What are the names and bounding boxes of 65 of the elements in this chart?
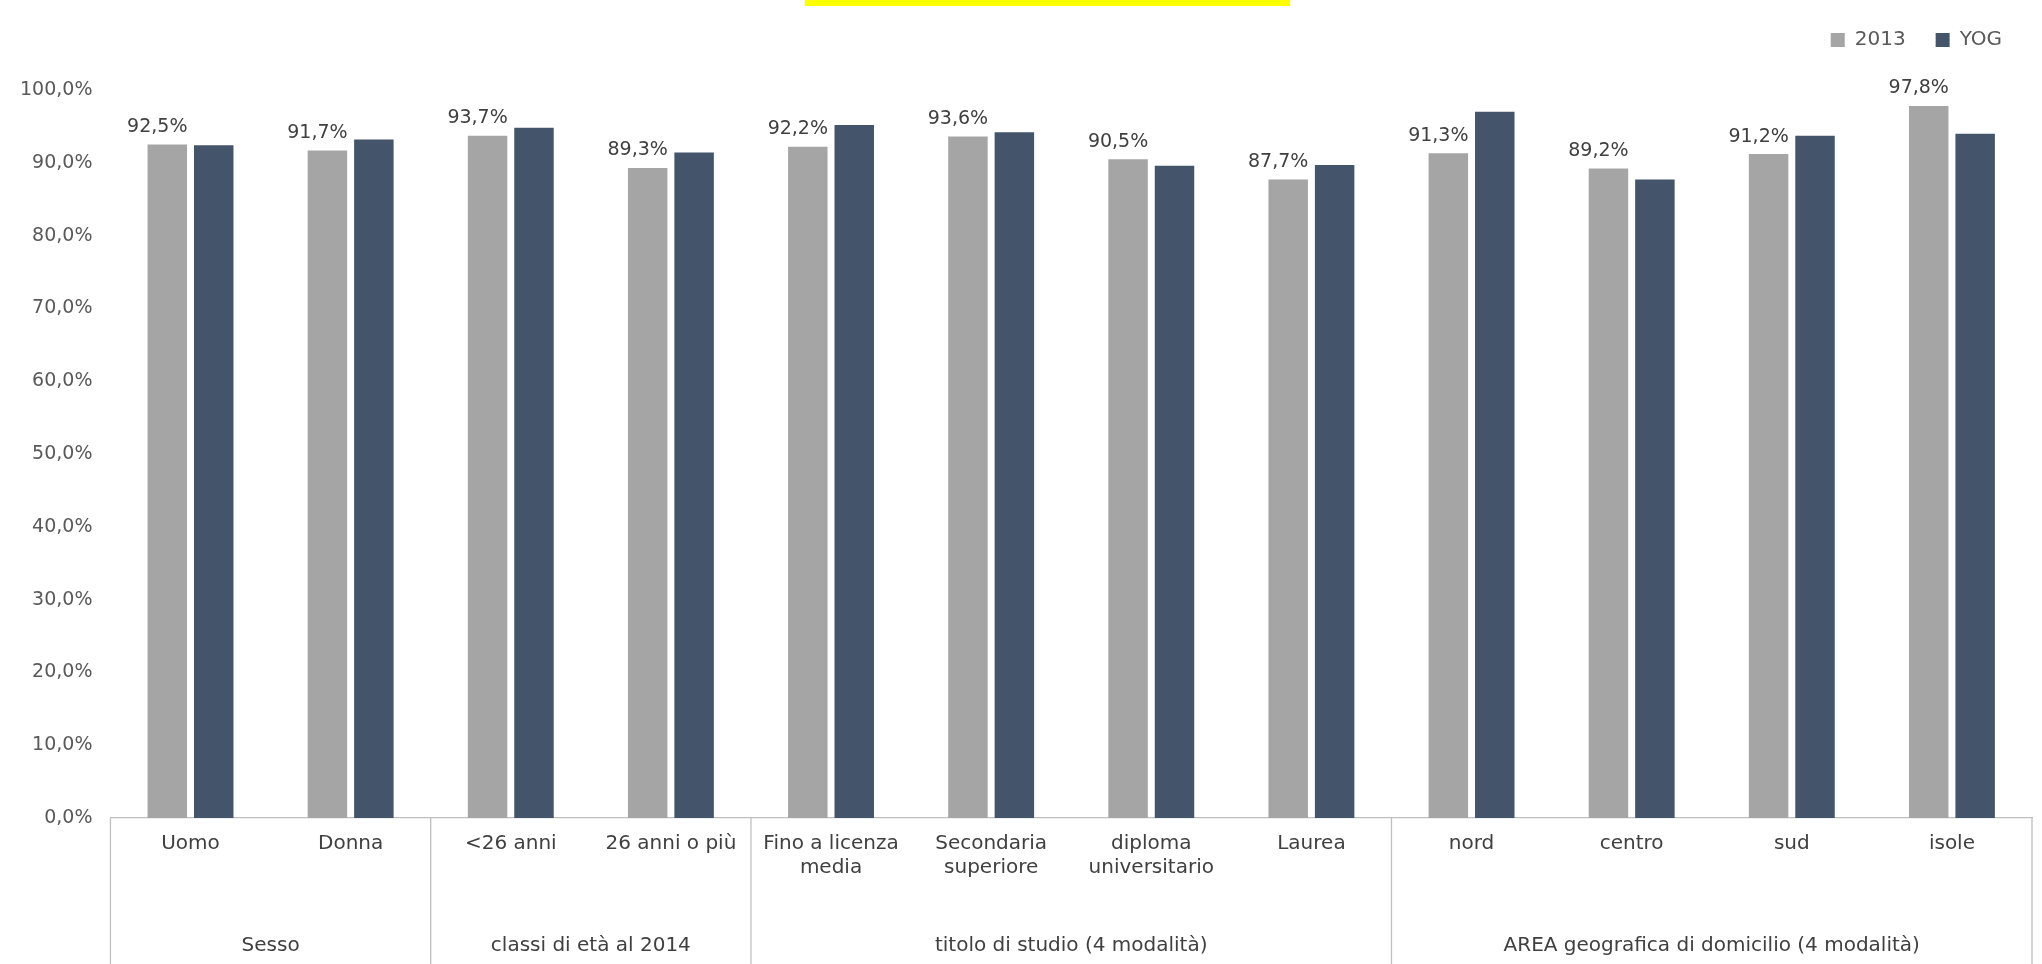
y-tick-label: 10,0%	[32, 732, 93, 755]
data-label: 93,7%	[447, 105, 508, 128]
y-tick-label: 100,0%	[19, 76, 93, 99]
x-tick-label: isole	[1928, 830, 1975, 855]
y-tick-label: 0,0%	[44, 804, 93, 827]
bar	[354, 139, 394, 818]
y-tick-label: 50,0%	[32, 440, 93, 463]
text: classi di età al 2014	[490, 932, 691, 957]
legend-label: YOG	[1958, 26, 2003, 51]
data-label: 92,5%	[127, 114, 188, 137]
text: titolo di studio (4 modalità)	[934, 932, 1208, 957]
y-tick-label: 40,0%	[32, 513, 93, 536]
y-tick-label: 60,0%	[32, 368, 93, 391]
bar	[674, 152, 714, 818]
x-tick-label: Fino a licenza media	[763, 830, 899, 879]
y-tick-label: 20,0%	[32, 659, 93, 682]
bar	[948, 136, 988, 818]
bar	[1268, 179, 1308, 818]
x-tick-label: sud	[1773, 830, 1810, 855]
x-tick-label: Uomo	[161, 830, 220, 855]
data-label: 90,5%	[1087, 128, 1149, 151]
bar	[1314, 164, 1355, 818]
bar	[1748, 154, 1789, 818]
x-tick-label: centro	[1599, 830, 1664, 855]
legend-label: 2013	[1854, 26, 1906, 51]
bar	[1108, 159, 1148, 818]
data-label: 93,6%	[927, 106, 989, 129]
data-label: 97,8%	[1888, 75, 1949, 98]
bar	[994, 132, 1035, 818]
bar	[1428, 153, 1469, 818]
bar	[307, 150, 348, 818]
x-tick-label: diploma universitario	[1088, 830, 1214, 879]
bar	[147, 144, 188, 818]
bar	[1635, 179, 1675, 818]
bar	[193, 145, 234, 818]
text: AREA geografica di domicilio (4 modalità)	[1503, 932, 1920, 957]
y-tick-label: 80,0%	[32, 222, 93, 245]
bar	[514, 127, 554, 818]
data-label: 91,3%	[1408, 122, 1469, 145]
y-tick-label: 90,0%	[32, 149, 93, 172]
data-label: 89,2%	[1568, 138, 1629, 161]
x-tick-label: Secondaria superiore	[935, 830, 1048, 879]
bar	[788, 146, 828, 818]
data-label: 92,2%	[767, 116, 828, 139]
bar	[834, 124, 874, 818]
y-tick-label: 70,0%	[32, 295, 93, 318]
bar	[1795, 135, 1835, 818]
bar	[1154, 165, 1195, 818]
bar	[627, 167, 668, 818]
data-label: 91,2%	[1728, 123, 1789, 146]
data-label: 91,7%	[287, 119, 348, 142]
data-label: 87,7%	[1248, 148, 1309, 171]
y-tick-label: 30,0%	[32, 586, 93, 609]
data-label: 89,3%	[607, 137, 668, 160]
x-tick-label: 26 anni o più	[605, 830, 737, 855]
bar	[1475, 111, 1515, 818]
bar	[467, 135, 508, 818]
bar	[1588, 168, 1629, 818]
bar	[1955, 133, 1995, 818]
bar	[1908, 106, 1949, 818]
x-tick-label: Donna	[318, 830, 384, 855]
x-tick-label: <26 anni	[464, 830, 557, 855]
text: Sesso	[241, 932, 300, 957]
x-tick-label: Laurea	[1277, 830, 1346, 855]
x-tick-label: nord	[1448, 830, 1495, 855]
